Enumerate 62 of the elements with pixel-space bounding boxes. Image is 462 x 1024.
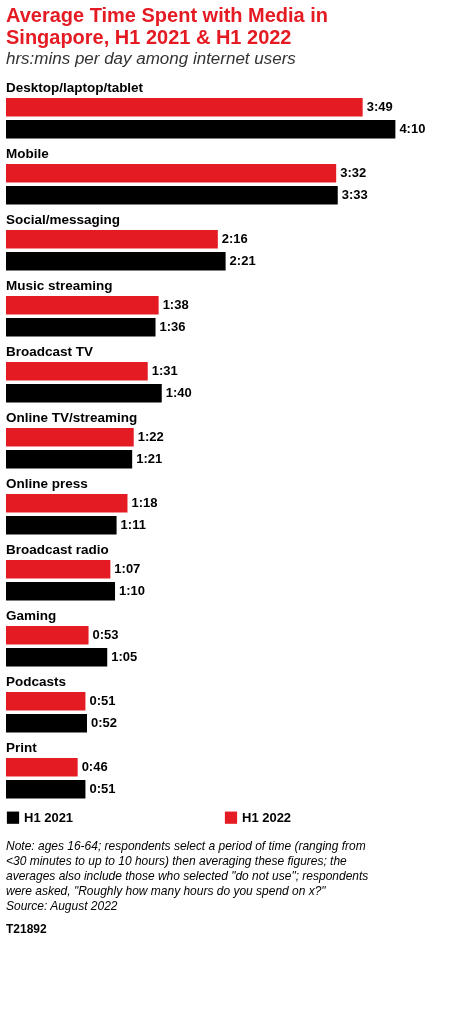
y-tick-label: Mobile	[6, 146, 50, 161]
bar	[6, 515, 117, 535]
y-tick-label: Social/messaging	[6, 212, 120, 227]
y-tick-label: Music streaming	[6, 278, 113, 293]
bar	[6, 625, 89, 645]
y-tick-label: Online press	[6, 475, 88, 491]
bar	[6, 383, 162, 403]
bar	[6, 647, 108, 667]
bar	[6, 713, 87, 733]
bar	[6, 493, 128, 513]
data-label: 0:51	[89, 693, 116, 709]
bar	[6, 779, 86, 799]
data-label: 1:18	[131, 495, 158, 511]
text: T21892	[6, 922, 47, 937]
bar	[6, 757, 78, 777]
bar	[6, 295, 159, 315]
data-label: 0:46	[81, 759, 108, 775]
chart-subtitle: hrs:mins per day among internet users	[6, 49, 297, 68]
chart-title: Average Time Spent with Media in Singapore, H1 2021 & H1 2022	[6, 4, 329, 48]
bar	[6, 361, 148, 381]
data-label: 1:11	[120, 517, 146, 533]
data-label: 0:52	[90, 715, 117, 731]
data-label: 1:10	[119, 583, 146, 599]
bar	[6, 691, 86, 711]
data-label: 3:49	[366, 99, 393, 115]
bar	[6, 119, 396, 139]
text: Note: ages 16-64; respondents select a period of time (ranging from <30 minutes to up to 10 hours) then averaging these figures; the averages also include those who selected "do not use"; respondents were asked, "Roughly how many hours do you spend on x?"	[6, 838, 369, 898]
bar	[6, 97, 363, 117]
bar	[6, 251, 226, 271]
data-label: 1:21	[136, 451, 163, 467]
data-label: 2:21	[229, 253, 256, 269]
data-label: 3:33	[341, 187, 368, 203]
legend-label: H1 2021	[24, 809, 74, 825]
bar	[6, 163, 337, 183]
data-label: 3:32	[340, 165, 367, 181]
legend-label: H1 2022	[242, 809, 292, 825]
data-label: 1:07	[114, 561, 141, 577]
bar	[6, 449, 133, 469]
data-label: 1:40	[165, 385, 192, 401]
y-tick-label: Online TV/streaming	[6, 409, 138, 425]
data-label: 0:51	[89, 781, 116, 797]
data-label: 1:38	[162, 297, 189, 313]
bar	[6, 317, 156, 337]
y-tick-label: Print	[6, 739, 38, 755]
data-label: 2:16	[221, 231, 248, 247]
y-tick-label: Broadcast radio	[6, 541, 109, 557]
y-tick-label: Desktop/laptop/tablet	[6, 80, 144, 95]
y-tick-label: Gaming	[6, 607, 57, 623]
data-label: 1:31	[151, 363, 178, 379]
bar	[6, 427, 134, 447]
data-label: 1:05	[111, 649, 138, 665]
data-label: 1:22	[137, 429, 164, 445]
data-label: 0:53	[92, 627, 119, 643]
bar	[6, 229, 218, 249]
bar	[6, 559, 111, 579]
y-tick-label: Podcasts	[6, 673, 66, 689]
bar	[6, 185, 338, 205]
source-note: Source: August 2022	[6, 898, 118, 913]
y-tick-label: Broadcast TV	[6, 343, 93, 359]
data-label: 4:10	[399, 121, 426, 137]
bar	[6, 581, 116, 601]
data-label: 1:36	[159, 319, 186, 335]
